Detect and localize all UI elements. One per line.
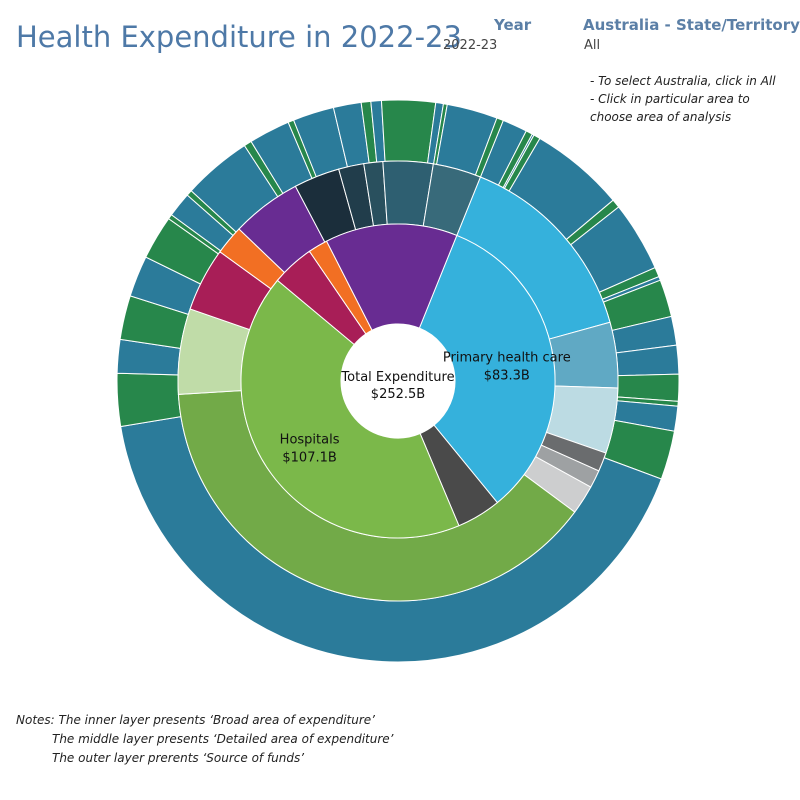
instructions: - To select Australia, click in All - Cl… (590, 72, 776, 126)
outer-segment[interactable] (380, 99, 437, 164)
center-value-label: $252.5B (371, 387, 425, 402)
center-hole (341, 324, 455, 438)
year-filter-label: Year (494, 16, 532, 34)
outer-segment[interactable] (116, 372, 182, 428)
instruction-line: - Click in particular area to (590, 92, 750, 106)
notes: Notes: The inner layer presents ‘Broad a… (16, 711, 393, 768)
year-filter-value[interactable]: 2022-23 (443, 38, 498, 53)
inner-segment-labels: Primary health care $83.3B Hospitals $107.1… (280, 351, 571, 466)
instruction-line: - To select Australia, click in All (590, 74, 776, 88)
instruction-line: choose area of analysis (590, 110, 732, 124)
inner-segment-name-label: Primary health care (443, 351, 571, 366)
outer-ring-source-of-funds[interactable] (116, 99, 680, 663)
note-line: The middle layer presents ‘Detailed area… (52, 732, 394, 746)
inner-ring-broad-area[interactable] (240, 223, 556, 539)
region-filter-value[interactable]: All (584, 38, 601, 53)
note-line: The outer layer prerents ‘Source of fund… (52, 751, 305, 765)
inner-segment-name-label: Hospitals (280, 432, 340, 447)
page-title: Health Expenditure in 2022-23 (16, 20, 462, 54)
inner-segment-value-label: $83.3B (484, 369, 530, 384)
inner-segment-value-label: $107.1B (282, 450, 336, 465)
inner-segment[interactable] (240, 279, 460, 539)
region-filter-label: Australia - State/Territory (583, 16, 800, 34)
middle-ring-detailed-area[interactable] (177, 160, 619, 602)
note-line: Notes: The inner layer presents ‘Broad a… (16, 713, 375, 727)
center-title-label: Total Expenditure (340, 370, 454, 385)
